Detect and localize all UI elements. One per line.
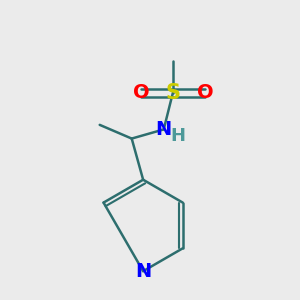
Text: S: S bbox=[165, 83, 180, 103]
Text: H: H bbox=[170, 127, 185, 145]
Text: O: O bbox=[133, 83, 149, 102]
Text: N: N bbox=[135, 262, 151, 281]
Text: O: O bbox=[196, 83, 213, 102]
Text: N: N bbox=[156, 120, 172, 139]
